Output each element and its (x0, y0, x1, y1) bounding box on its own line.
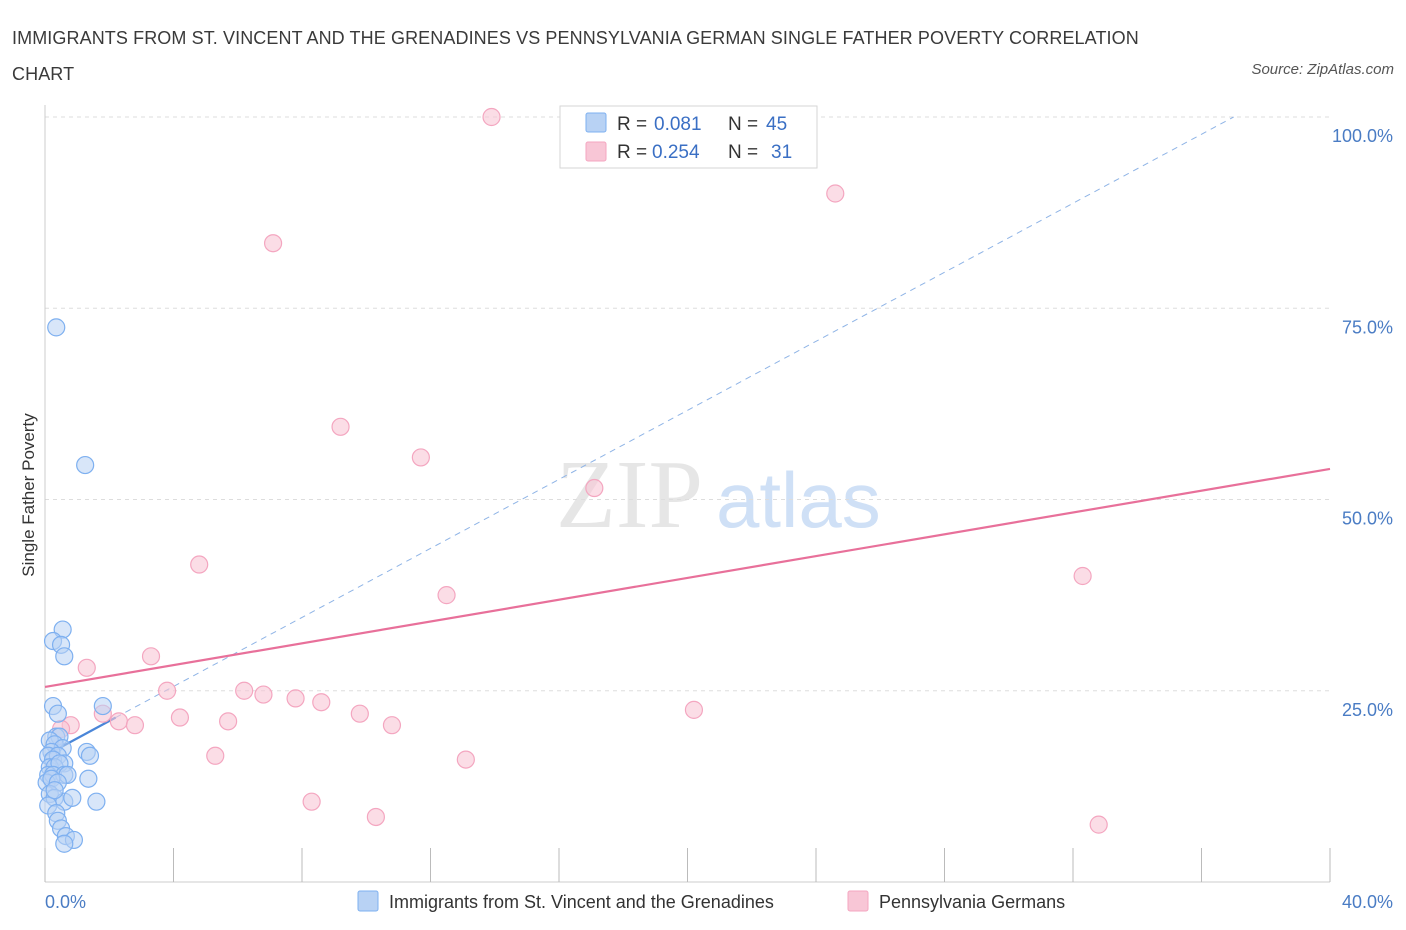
data-point-pink (235, 681, 254, 700)
data-point-pink (286, 689, 305, 708)
data-point-pink (141, 647, 161, 666)
data-point-pink (482, 107, 501, 127)
data-point-pink (302, 792, 321, 811)
data-point-blue (55, 647, 74, 666)
data-point-pink (331, 417, 350, 436)
series-label-pink: Pennsylvania Germans (879, 892, 1065, 912)
data-point-blue (47, 318, 66, 337)
y-tick-label: 75.0% (1342, 317, 1393, 337)
data-point-blue (87, 792, 106, 811)
data-point-pink (170, 708, 190, 727)
data-point-pink (254, 685, 273, 704)
grid-lines (45, 116, 1330, 692)
data-point-pink (157, 681, 177, 700)
chart-title: IMMIGRANTS FROM ST. VINCENT AND THE GREN… (12, 28, 1139, 84)
legend-r-value-blue: 0.081 (654, 114, 702, 135)
data-point-pink (190, 555, 209, 574)
x-tick-label: 0.0% (45, 892, 86, 912)
legend-r-label-pink: R = (617, 142, 647, 163)
data-point-blue (45, 781, 64, 800)
data-point-pink (312, 693, 331, 712)
trend-lines (44, 116, 1331, 757)
data-point-pink (411, 448, 430, 467)
data-point-blue (93, 696, 112, 716)
y-axis-title: Single Father Poverty (19, 413, 38, 577)
data-point-pink (437, 586, 456, 605)
data-point-blue (76, 455, 95, 475)
data-point-pink (1073, 566, 1092, 586)
legend-swatch-blue (585, 112, 607, 133)
data-point-pink (456, 750, 475, 769)
data-point-blue (48, 704, 67, 723)
legend-r-value-pink: 0.254 (652, 142, 700, 163)
x-tick-label: 40.0% (1342, 892, 1393, 912)
data-point-pink (826, 184, 845, 203)
data-point-pink (263, 234, 283, 253)
data-point-pink (125, 716, 145, 735)
data-point-blue (80, 746, 100, 765)
series-label-blue: Immigrants from St. Vincent and the Gren… (389, 892, 774, 912)
y-tick-label: 100.0% (1332, 126, 1393, 146)
data-point-pink (382, 716, 402, 735)
data-points (37, 107, 1108, 853)
data-point-pink (109, 712, 128, 731)
series-swatch-pink (847, 890, 869, 912)
data-point-blue (55, 834, 74, 853)
data-point-pink (585, 478, 604, 498)
legend-n-label-pink: N = (728, 142, 758, 163)
legend-r-label-blue: R = (617, 114, 647, 135)
data-point-blue (63, 788, 82, 807)
data-point-pink (219, 712, 238, 731)
legend-n-value-pink: 31 (771, 142, 792, 163)
y-tick-label: 50.0% (1342, 509, 1393, 529)
trend-line-blue-extension (115, 116, 1234, 718)
data-point-pink (350, 704, 369, 723)
data-point-pink (1089, 815, 1108, 834)
stats-legend: R = 0.081 N = 45 R = 0.254 N = 31 (559, 105, 818, 169)
data-point-pink (684, 700, 704, 719)
data-point-pink (206, 746, 225, 765)
trend-line-pink (44, 467, 1331, 689)
data-point-pink (77, 658, 96, 677)
y-tick-label: 25.0% (1342, 700, 1393, 720)
data-point-pink (366, 807, 385, 827)
legend-n-label-blue: N = (728, 114, 758, 135)
tick-labels: 25.0% 50.0% 75.0% 100.0% 0.0% 40.0% (45, 126, 1393, 912)
watermark-zip: ZIP (556, 441, 703, 549)
source-label: Source: ZipAtlas.com (1251, 61, 1394, 78)
legend-swatch-pink (585, 141, 607, 162)
series-swatch-blue (357, 890, 379, 912)
series-legend: Immigrants from St. Vincent and the Gren… (357, 890, 1065, 912)
data-point-blue (79, 769, 98, 788)
legend-n-value-blue: 45 (766, 114, 787, 135)
